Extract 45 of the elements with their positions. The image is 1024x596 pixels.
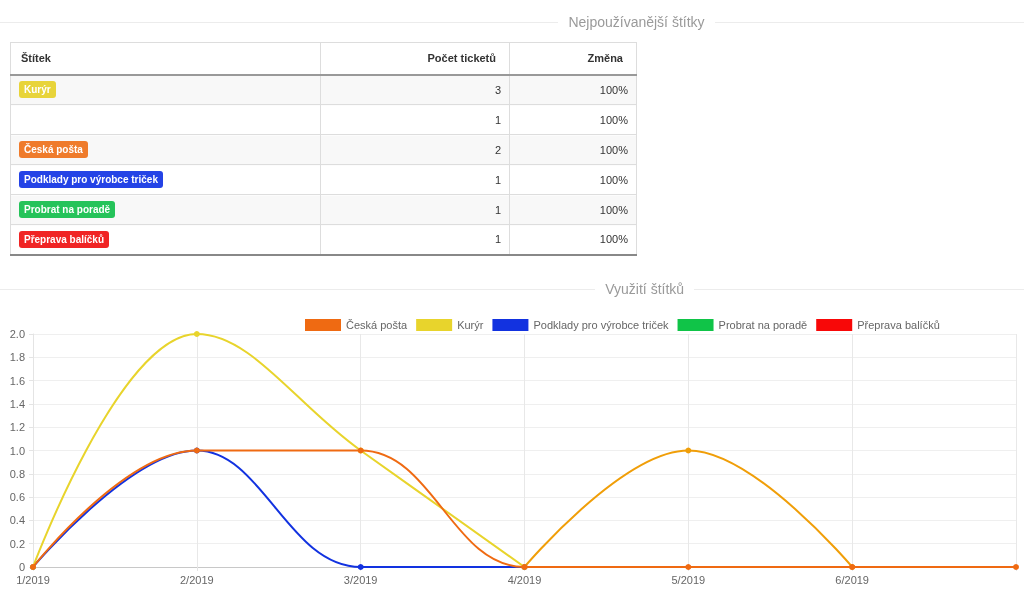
series-label: Kurýr [19, 81, 56, 99]
data-label: 1 [320, 164, 510, 195]
legend-label: Kurýr [457, 319, 484, 331]
y-tick-label: 1.2 [9, 421, 25, 434]
data-label: 1 [320, 104, 510, 135]
category-label: Změna [509, 42, 637, 75]
data-label: 1 [320, 224, 510, 255]
data-label: 1 [320, 194, 510, 225]
text: Podklady pro výrobce triček [19, 171, 163, 188]
legend-label: Podklady pro výrobce triček [533, 319, 670, 331]
y-tick-label: 1.4 [9, 397, 25, 410]
y-tick-label: 2.0 [9, 328, 25, 340]
data-label: 100% [509, 194, 637, 225]
point [193, 331, 200, 337]
y-tick-label: 1.8 [9, 351, 25, 364]
text: Probrat na poradě [19, 201, 116, 218]
data-label: 2 [320, 134, 510, 165]
y-tick-label: 0.6 [9, 491, 25, 504]
y-tick-label: 0 [18, 561, 25, 573]
y-tick-label: 0.2 [9, 537, 25, 550]
text: Nejpoužívanější štítky [567, 14, 706, 30]
data-label: 100% [509, 224, 637, 255]
y-tick-label: 1.6 [9, 374, 25, 387]
text: Česká pošta [19, 141, 88, 158]
data-label: 100% [509, 74, 637, 105]
x-tick-label: 1/2019 [16, 573, 50, 586]
data-label: 100% [509, 164, 637, 195]
data-label: 3 [320, 74, 510, 105]
y-tick-label: 0.4 [9, 514, 25, 527]
legend-title: Štítek [10, 42, 321, 75]
y-tick-label: 1.0 [9, 444, 25, 457]
x-tick-label: 3/2019 [343, 573, 378, 586]
x-tick-label: 5/2019 [671, 573, 706, 586]
x-tick-label: 4/2019 [507, 573, 542, 586]
chart-title: Využití štítků [604, 281, 686, 297]
legend-label: Česká pošta [346, 319, 409, 331]
legend-label: Přeprava balíčků [857, 319, 940, 331]
category-label: Počet ticketů [320, 42, 510, 75]
legend-label: Probrat na poradě [718, 319, 808, 331]
data-label: 100% [509, 104, 637, 135]
x-tick-label: 6/2019 [835, 573, 869, 586]
data-label: 100% [509, 134, 637, 165]
x-tick-label: 2/2019 [180, 573, 214, 586]
text: Přeprava balíčků [19, 230, 110, 248]
y-tick-label: 0.8 [9, 467, 25, 480]
